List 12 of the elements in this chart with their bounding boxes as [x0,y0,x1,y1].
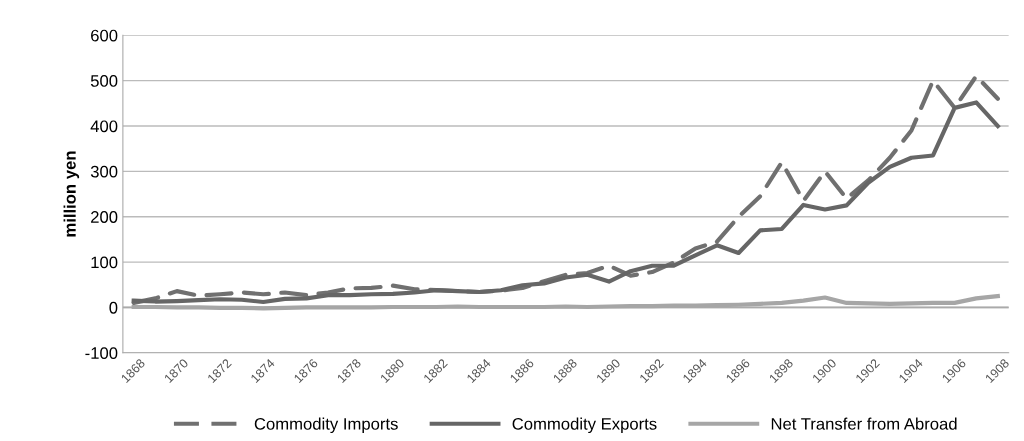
legend-label: Commodity Imports [254,417,398,434]
y-tick-label: 0 [109,301,118,314]
y-tick-label: 300 [90,165,118,178]
y-tick-label: 400 [90,120,118,133]
y-tick-label: -100 [85,347,118,359]
y-tick-label: 500 [90,75,118,87]
y-tick-label: 600 [91,29,118,42]
legend-label: Net Transfer from Abroad [771,417,957,430]
y-tick-label: 200 [91,211,118,223]
y-tick-label: 100 [91,256,118,269]
y-axis-title: million yen [63,151,80,237]
legend-label: Commodity Exports [512,417,657,434]
